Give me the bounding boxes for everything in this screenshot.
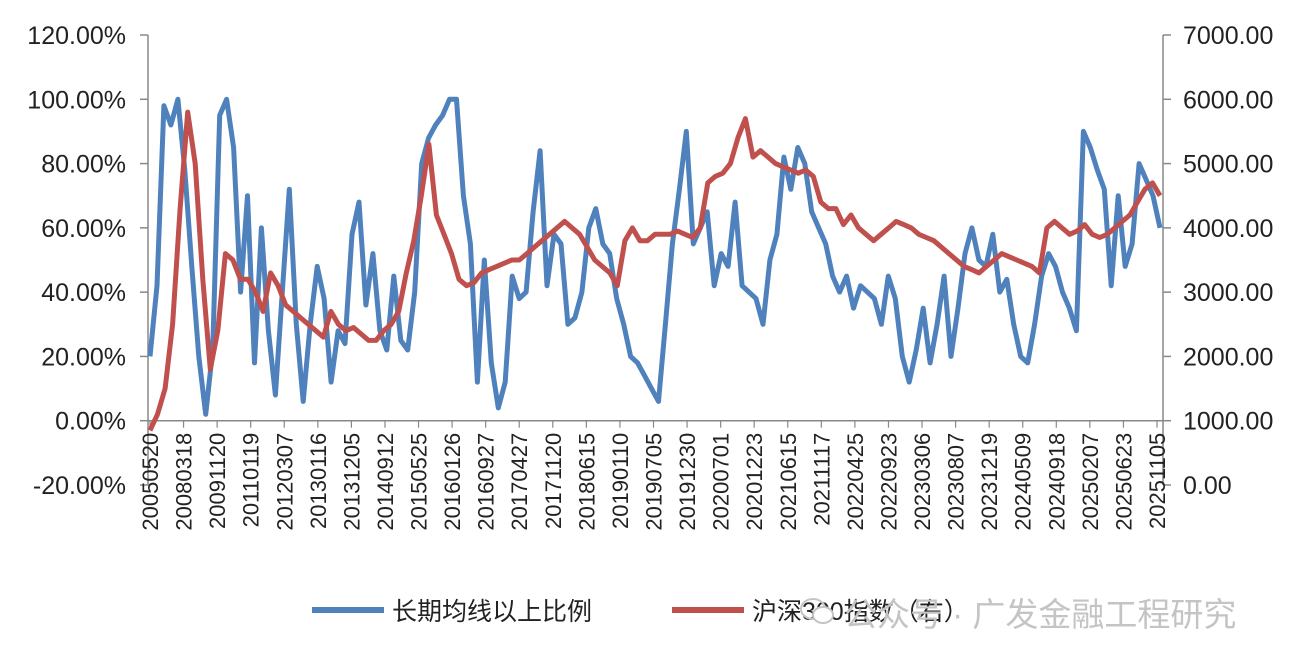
x-tick-label: 20201223 bbox=[742, 433, 767, 531]
right-tick-label: 5000.00 bbox=[1183, 151, 1273, 179]
wechat-icon bbox=[800, 598, 834, 624]
x-tick-label: 20231219 bbox=[977, 433, 1002, 531]
x-tick-label: 20230807 bbox=[944, 433, 969, 531]
x-tick-label: 20140912 bbox=[373, 433, 398, 531]
x-tick-label: 20251105 bbox=[1145, 433, 1170, 529]
x-tick-label: 20220425 bbox=[843, 433, 868, 531]
x-tick-label: 20200701 bbox=[709, 433, 734, 531]
x-tick-label: 20150525 bbox=[407, 433, 432, 531]
x-tick-label: 20160126 bbox=[440, 433, 465, 531]
left-tick-label: 60.00% bbox=[41, 215, 126, 243]
legend-label-ratio: 长期均线以上比例 bbox=[392, 598, 593, 626]
legend-label-csi300: 沪深300指数（右） bbox=[752, 598, 969, 626]
series-line-csi300 bbox=[147, 109, 1163, 432]
left-tick-label: -20.00% bbox=[33, 472, 126, 500]
x-tick-label: 20080318 bbox=[172, 433, 197, 531]
legend: 长期均线以上比例 沪深300指数（右） bbox=[0, 592, 1305, 632]
left-tick-label: 100.00% bbox=[27, 86, 126, 114]
legend-item-ratio: 长期均线以上比例 bbox=[312, 592, 592, 628]
x-tick-label: 20130116 bbox=[306, 433, 331, 529]
x-tick-label: 20211117 bbox=[809, 433, 834, 526]
x-tick-label: 20240918 bbox=[1044, 433, 1069, 531]
right-tick-label: 7000.00 bbox=[1183, 22, 1273, 50]
left-tick-label: 80.00% bbox=[41, 151, 126, 179]
x-tick-label: 20191230 bbox=[675, 433, 700, 531]
x-tick-label: 20250623 bbox=[1111, 433, 1136, 531]
x-tick-label: 20240509 bbox=[1011, 433, 1036, 531]
x-tick-label: 20131205 bbox=[339, 433, 364, 531]
legend-swatch-blue bbox=[312, 607, 384, 613]
right-tick-label: 6000.00 bbox=[1183, 86, 1273, 114]
x-tick-label: 20190110 bbox=[608, 433, 633, 529]
x-tick-label: 20220923 bbox=[876, 433, 901, 531]
right-tick-label: 2000.00 bbox=[1183, 343, 1273, 371]
legend-item-csi300: 沪深300指数（右） bbox=[672, 592, 969, 628]
right-tick-label: 1000.00 bbox=[1183, 408, 1273, 436]
x-axis-ticks: 20050520 20080318 20091120 20110119 20120307… bbox=[138, 420, 1170, 531]
x-tick-label: 20110119 bbox=[239, 433, 264, 528]
left-tick-label: 0.00% bbox=[55, 408, 126, 436]
right-tick-label: 4000.00 bbox=[1183, 215, 1273, 243]
x-tick-label: 20171120 bbox=[541, 433, 566, 529]
legend-swatch-red bbox=[672, 607, 744, 613]
x-tick-label: 20250207 bbox=[1078, 433, 1103, 531]
x-tick-label: 20180615 bbox=[574, 433, 599, 531]
x-tick-label: 20230306 bbox=[910, 433, 935, 531]
left-tick-label: 20.00% bbox=[41, 343, 126, 371]
right-axis-ticks: 7000.00 6000.00 5000.00 4000.00 3000.00 2000.… bbox=[1163, 22, 1273, 500]
x-tick-label: 20210615 bbox=[776, 433, 801, 531]
left-axis-ticks: 120.00% 100.00% 80.00% 60.00% 40.00% 20.00% 0.… bbox=[27, 22, 148, 500]
left-tick-label: 120.00% bbox=[27, 22, 126, 50]
right-tick-label: 0.00 bbox=[1183, 472, 1232, 500]
x-tick-label: 20190705 bbox=[642, 433, 667, 531]
left-tick-label: 40.00% bbox=[41, 279, 126, 307]
watermark: 公众号 · 广发金融工程研究 bbox=[800, 588, 1236, 636]
right-tick-label: 3000.00 bbox=[1183, 279, 1273, 307]
x-tick-label: 20091120 bbox=[205, 433, 230, 529]
x-tick-label: 20170427 bbox=[507, 433, 532, 531]
watermark-text: 公众号 · 广发金融工程研究 bbox=[844, 596, 1237, 633]
series-line-ratio-above-long-ma bbox=[147, 96, 1163, 417]
x-tick-label: 20120307 bbox=[272, 433, 297, 531]
x-tick-label: 20050520 bbox=[138, 433, 163, 531]
x-tick-label: 20160927 bbox=[474, 433, 499, 531]
